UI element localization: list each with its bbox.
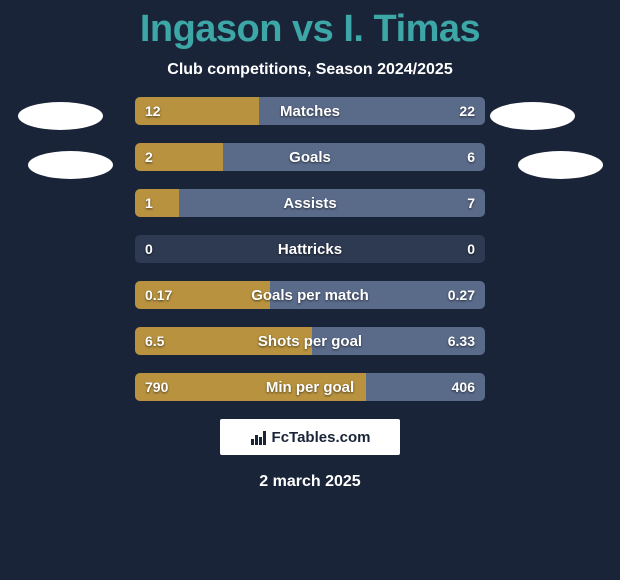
stat-value-right: 22	[449, 97, 485, 125]
stat-bars-container: Matches12 22 Goals2 6 Assists1 7 Hattricks0 0 Go…	[0, 97, 620, 401]
player-right-badge-1	[490, 102, 575, 130]
stat-label: Shots per goal	[135, 327, 485, 355]
stat-label: Assists	[135, 189, 485, 217]
stat-row: Hattricks0 0	[135, 235, 485, 263]
player-right-badge-2	[518, 151, 603, 179]
brand-text: FcTables.com	[272, 429, 371, 446]
stat-row: Shots per goal6.5 6.33	[135, 327, 485, 355]
stat-value-left: 0.17	[135, 281, 182, 309]
stat-row: Min per goal790 406	[135, 373, 485, 401]
stat-value-right: 406	[442, 373, 485, 401]
stat-value-right: 0.27	[438, 281, 485, 309]
subtitle: Club competitions, Season 2024/2025	[0, 61, 620, 79]
stat-label: Hattricks	[135, 235, 485, 263]
chart-icon	[250, 428, 268, 446]
stat-label: Matches	[135, 97, 485, 125]
stat-value-left: 1	[135, 189, 163, 217]
stat-value-left: 6.5	[135, 327, 174, 355]
footer-date: 2 march 2025	[0, 473, 620, 491]
stat-label: Min per goal	[135, 373, 485, 401]
stat-row: Goals2 6	[135, 143, 485, 171]
page-title: Ingason vs I. Timas	[0, 0, 620, 51]
stat-value-right: 6	[457, 143, 485, 171]
stat-value-left: 12	[135, 97, 171, 125]
player-left-badge-1	[18, 102, 103, 130]
stat-value-left: 2	[135, 143, 163, 171]
stat-value-right: 6.33	[438, 327, 485, 355]
stat-value-right: 7	[457, 189, 485, 217]
stat-value-left: 0	[135, 235, 163, 263]
stat-value-right: 0	[457, 235, 485, 263]
stat-row: Matches12 22	[135, 97, 485, 125]
stat-row: Goals per match0.17 0.27	[135, 281, 485, 309]
stat-value-left: 790	[135, 373, 178, 401]
player-left-badge-2	[28, 151, 113, 179]
brand-logo: FcTables.com	[220, 419, 400, 455]
stat-row: Assists1 7	[135, 189, 485, 217]
stat-label: Goals	[135, 143, 485, 171]
stat-label: Goals per match	[135, 281, 485, 309]
comparison-chart: Matches12 22 Goals2 6 Assists1 7 Hattricks0 0 Go…	[0, 97, 620, 401]
